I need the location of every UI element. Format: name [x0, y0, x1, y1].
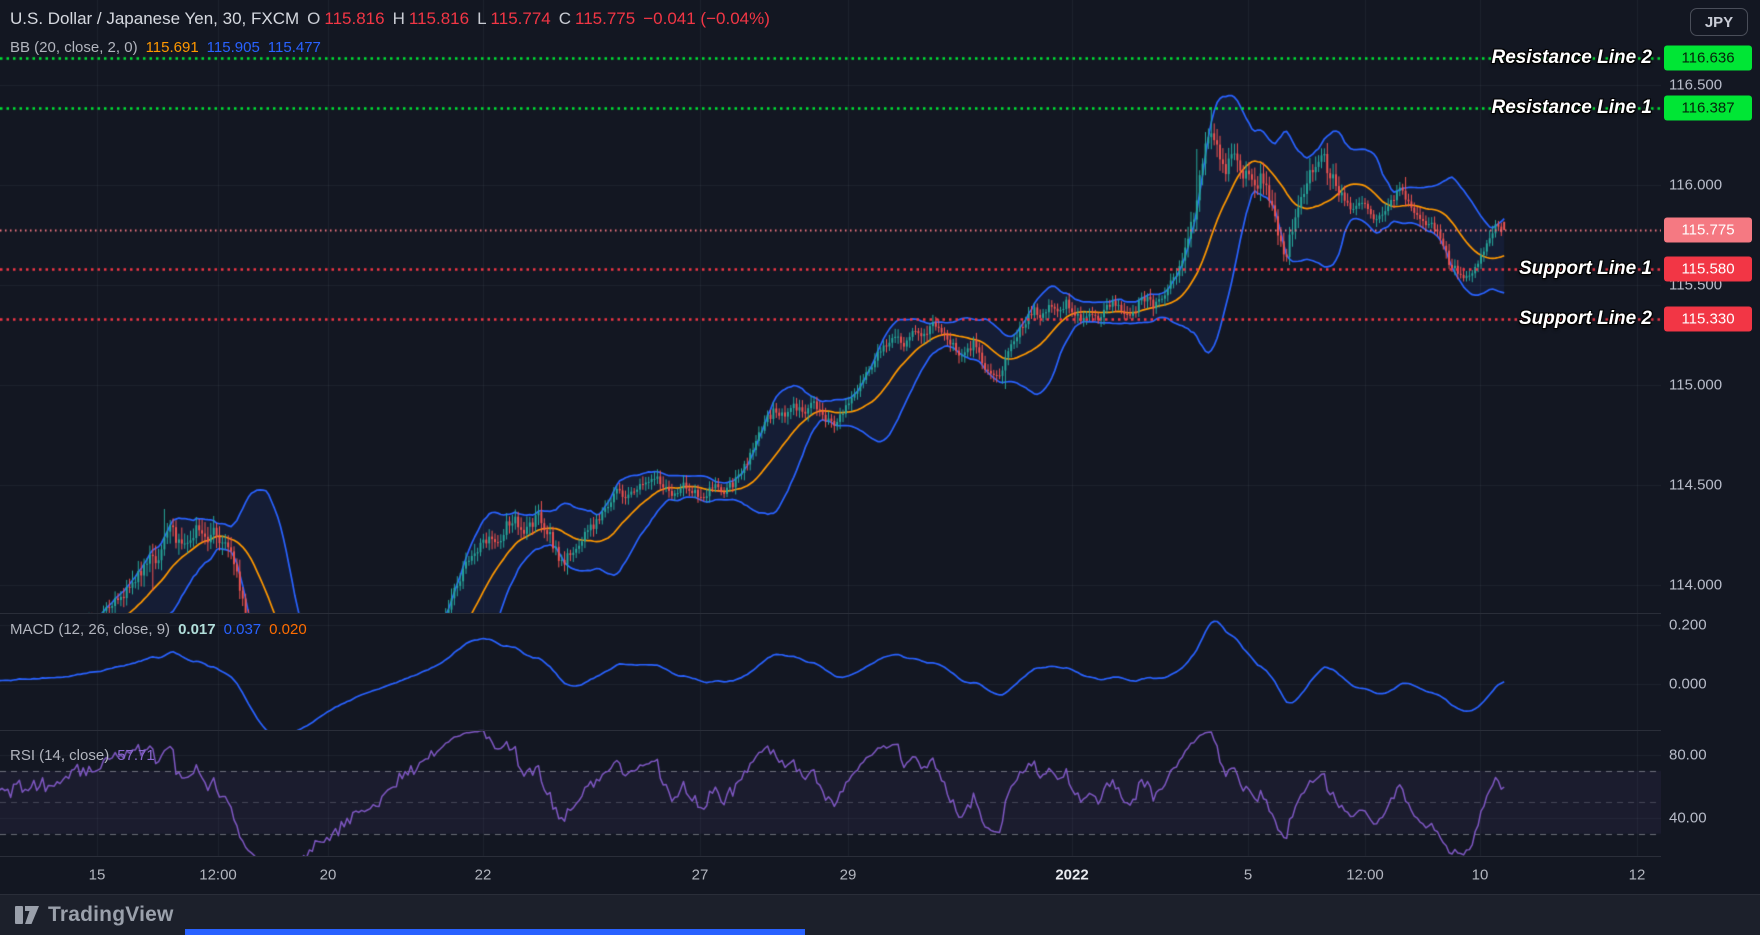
price-tick-label: 116.500 [1669, 76, 1723, 94]
footer-bar: TradingView [0, 895, 1760, 935]
macd-tick-label: 0.200 [1669, 616, 1707, 634]
support-price-badge: 115.580 [1664, 256, 1752, 282]
rsi-tick-label: 80.00 [1669, 746, 1707, 764]
price-tick-label: 114.000 [1669, 576, 1723, 594]
time-tick-label: 29 [839, 866, 857, 884]
support-price-badge: 115.330 [1664, 306, 1752, 332]
bottom-blue-strip [185, 929, 805, 935]
time-tick-label: 5 [1243, 866, 1253, 884]
time-tick-label: 22 [474, 866, 492, 884]
price-tick-label: 115.000 [1669, 376, 1723, 394]
bb-label[interactable]: BB (20, close, 2, 0) [10, 39, 138, 56]
chart-canvas[interactable] [0, 0, 1661, 893]
close-value: 115.775 [575, 9, 636, 28]
time-tick-label: 12:00 [1346, 866, 1384, 884]
macd-label[interactable]: MACD (12, 26, close, 9) [10, 621, 171, 638]
tradingview-logo-icon [15, 906, 39, 924]
time-tick-label: 20 [319, 866, 337, 884]
resistance-price-badge: 116.636 [1664, 45, 1752, 71]
price-tick-label: 116.000 [1669, 176, 1723, 194]
time-tick-label: 12:00 [199, 866, 237, 884]
footer-separator [0, 894, 1760, 895]
open-value: 115.816 [324, 9, 385, 28]
rsi-tick-label: 40.00 [1669, 809, 1707, 827]
time-tick-label: 15 [88, 866, 106, 884]
high-letter: H [392, 9, 405, 28]
tradingview-logo-text: TradingView [48, 903, 174, 926]
low-value: 115.774 [490, 9, 551, 28]
bb-basis-value: 115.691 [145, 39, 199, 56]
time-axis-separator [0, 856, 1760, 857]
resistance-line-label[interactable]: Resistance Line 1 [1491, 96, 1652, 118]
currency-badge: JPY [1690, 8, 1748, 36]
time-tick-label: 27 [691, 866, 709, 884]
rsi-label[interactable]: RSI (14, close) [10, 747, 110, 764]
high-value: 115.816 [408, 9, 470, 28]
resistance-price-badge: 116.387 [1664, 95, 1752, 121]
macd-hist-value: 0.017 [178, 621, 216, 638]
rsi-value: 57.71 [117, 747, 155, 764]
support-line-label[interactable]: Support Line 1 [1519, 258, 1652, 279]
macd-rsi-separator[interactable] [0, 730, 1760, 731]
low-letter: L [477, 9, 487, 28]
macd-legend[interactable]: MACD (12, 26, close, 9) 0.017 0.037 0.02… [10, 621, 307, 638]
price-macd-separator[interactable] [0, 613, 1760, 614]
tradingview-logo[interactable]: TradingView [14, 902, 174, 928]
bb-upper-value: 115.905 [206, 39, 260, 56]
change-value: −0.041 (−0.04%) [643, 9, 770, 28]
open-letter: O [307, 9, 321, 28]
price-axis[interactable]: JPY 116.500 116.000 115.500 115.000 114.500 1… [1661, 0, 1760, 894]
rsi-legend[interactable]: RSI (14, close) 57.71 [10, 747, 155, 764]
support-line-label[interactable]: Support Line 2 [1519, 308, 1652, 329]
close-letter: C [558, 9, 572, 28]
time-tick-label: 12 [1628, 866, 1646, 884]
time-tick-label: 10 [1471, 866, 1489, 884]
symbol-legend[interactable]: U.S. Dollar / Japanese Yen, 30, FXCM O 1… [10, 9, 770, 29]
macd-tick-label: 0.000 [1669, 675, 1707, 693]
last-price-badge: 115.775 [1664, 217, 1752, 243]
resistance-line-label[interactable]: Resistance Line 2 [1491, 46, 1652, 68]
macd-signal-value: 0.020 [269, 621, 307, 638]
price-tick-label: 114.500 [1669, 476, 1723, 494]
bb-lower-value: 115.477 [267, 39, 321, 56]
bb-legend[interactable]: BB (20, close, 2, 0) 115.691 115.905 115… [10, 39, 321, 56]
symbol-title[interactable]: U.S. Dollar / Japanese Yen, 30, FXCM [10, 9, 300, 28]
time-tick-label: 2022 [1055, 866, 1089, 884]
macd-line-value: 0.037 [223, 621, 262, 638]
